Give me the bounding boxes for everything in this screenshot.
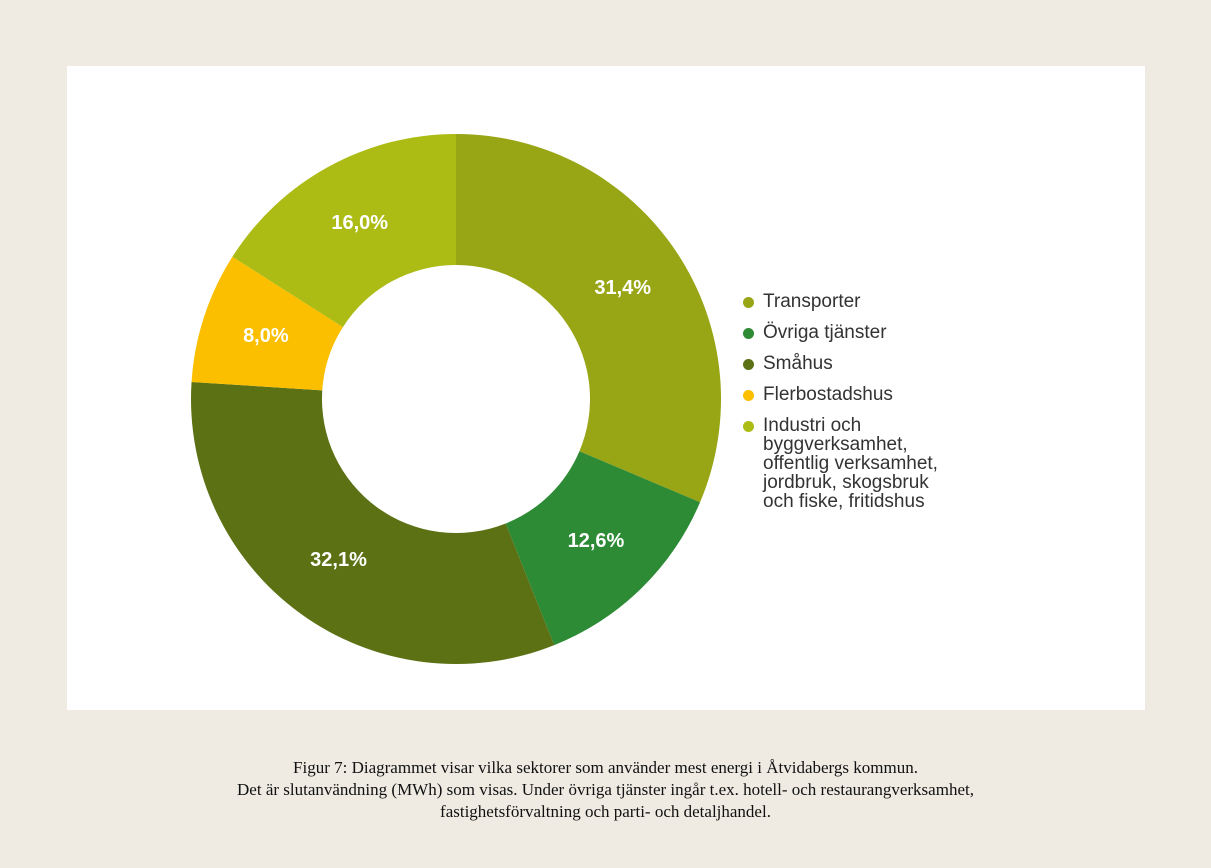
legend-label: Övriga tjänster <box>763 322 887 343</box>
donut-slice <box>191 381 555 664</box>
donut-slice <box>456 134 722 503</box>
donut-slice <box>505 451 701 646</box>
legend-label: Flerbostadshus <box>763 384 893 405</box>
legend-marker <box>743 359 754 370</box>
legend-item: Transporter <box>740 292 938 311</box>
donut-slice <box>191 256 343 391</box>
legend-label: Småhus <box>763 353 833 374</box>
data-label: 16,0% <box>331 212 388 234</box>
caption-line: Figur 7: Diagrammet visar vilka sektorer… <box>293 758 918 777</box>
legend-label: Transporter <box>763 291 861 312</box>
data-label: 31,4% <box>594 277 651 299</box>
legend-marker <box>743 328 754 339</box>
legend-marker <box>743 421 754 432</box>
data-label: 8,0% <box>243 325 289 347</box>
data-label: 32,1% <box>310 549 367 571</box>
legend-marker <box>743 297 754 308</box>
legend-item: Övriga tjänster <box>740 323 938 342</box>
legend-label: Industri och byggverksamhet, offentlig v… <box>763 415 938 512</box>
legend: Transporter Övriga tjänster Småhus Flerbost… <box>740 292 938 523</box>
legend-marker <box>743 390 754 401</box>
caption: Figur 7: Diagrammet visar vilka sektorer… <box>0 757 1211 823</box>
legend-item: Industri och byggverksamhet, offentlig v… <box>740 416 938 511</box>
caption-line: fastighetsförvaltning och parti- och det… <box>440 802 771 821</box>
legend-item: Småhus <box>740 354 938 373</box>
donut-slice <box>232 134 456 328</box>
legend-item: Flerbostadshus <box>740 385 938 404</box>
caption-line: Det är slutanvändning (MWh) som visas. U… <box>237 780 974 799</box>
data-label: 12,6% <box>568 530 625 552</box>
